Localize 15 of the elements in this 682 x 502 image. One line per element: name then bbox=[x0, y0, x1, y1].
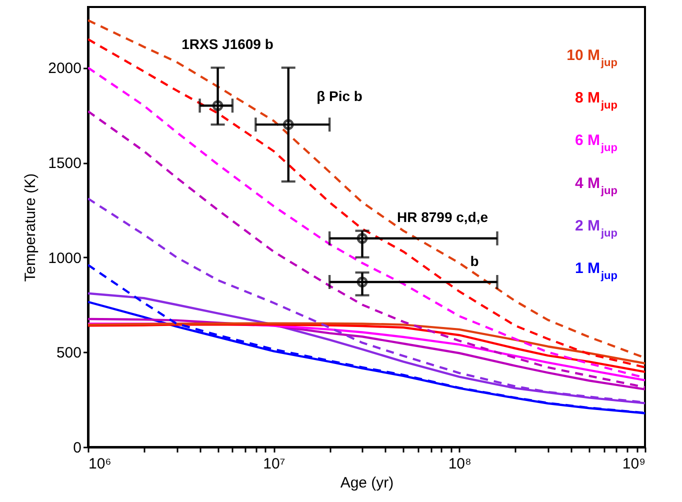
y-tick-label: 2000 bbox=[48, 60, 82, 78]
y-tick-label: 1000 bbox=[48, 250, 82, 267]
y-tick-label: 1500 bbox=[48, 155, 82, 172]
x-tick-label: 10⁸ bbox=[448, 456, 472, 472]
annotation: β Pic b bbox=[316, 88, 362, 104]
y-axis-title: Temperature (K) bbox=[22, 173, 40, 282]
x-tick-label: 10⁷ bbox=[263, 456, 286, 472]
annotation: b bbox=[470, 253, 479, 269]
annotation: 1RXS J1609 b bbox=[182, 36, 274, 52]
annotation: HR 8799 c,d,e bbox=[396, 209, 488, 225]
y-tick-label: 0 bbox=[73, 440, 82, 456]
x-tick-label: 10⁶ bbox=[88, 456, 112, 472]
x-tick-label: 10⁹ bbox=[622, 456, 646, 472]
x-axis-title: Age (yr) bbox=[340, 474, 394, 492]
y-tick-label: 500 bbox=[56, 344, 82, 362]
